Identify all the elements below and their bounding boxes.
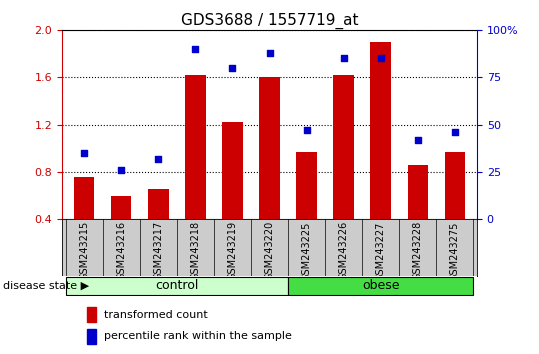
- Text: disease state ▶: disease state ▶: [3, 281, 89, 291]
- Bar: [259, 78, 280, 219]
- Text: GSM243218: GSM243218: [190, 221, 201, 280]
- Text: GSM243217: GSM243217: [153, 221, 163, 280]
- Bar: [74, 177, 94, 219]
- Bar: [87, 307, 95, 322]
- Bar: [334, 75, 354, 219]
- Bar: [296, 152, 317, 219]
- Point: [265, 50, 274, 56]
- Text: GSM243219: GSM243219: [227, 221, 238, 280]
- Point: [302, 128, 311, 133]
- Point: [117, 167, 126, 173]
- Point: [154, 156, 163, 162]
- Point: [451, 130, 459, 135]
- Bar: [445, 152, 465, 219]
- Text: GSM243226: GSM243226: [338, 221, 349, 280]
- Text: GSM243225: GSM243225: [301, 221, 312, 281]
- Point: [191, 46, 199, 52]
- Bar: [148, 189, 169, 219]
- Bar: [87, 329, 95, 343]
- Point: [340, 56, 348, 61]
- Bar: [407, 165, 428, 219]
- Bar: [66, 276, 288, 295]
- Text: obese: obese: [362, 279, 399, 292]
- Bar: [288, 276, 473, 295]
- Point: [80, 150, 88, 156]
- Text: GSM243215: GSM243215: [79, 221, 89, 280]
- Text: GSM243216: GSM243216: [116, 221, 126, 280]
- Text: percentile rank within the sample: percentile rank within the sample: [104, 331, 292, 341]
- Point: [228, 65, 237, 71]
- Text: GSM243220: GSM243220: [265, 221, 274, 280]
- Text: GSM243227: GSM243227: [376, 221, 386, 281]
- Text: GSM243275: GSM243275: [450, 221, 460, 281]
- Point: [413, 137, 422, 143]
- Bar: [222, 122, 243, 219]
- Bar: [185, 75, 205, 219]
- Bar: [370, 42, 391, 219]
- Text: transformed count: transformed count: [104, 310, 208, 320]
- Title: GDS3688 / 1557719_at: GDS3688 / 1557719_at: [181, 12, 358, 29]
- Point: [376, 56, 385, 61]
- Text: control: control: [155, 279, 198, 292]
- Text: GSM243228: GSM243228: [413, 221, 423, 280]
- Bar: [111, 196, 132, 219]
